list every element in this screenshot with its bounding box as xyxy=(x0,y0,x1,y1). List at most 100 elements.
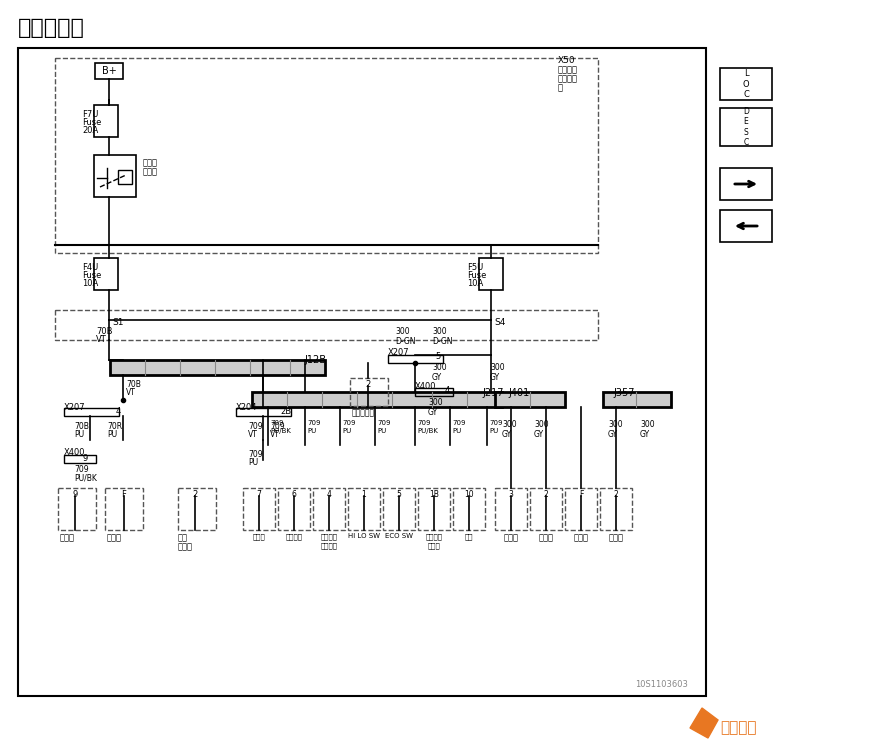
Text: 右尾灯: 右尾灯 xyxy=(503,533,518,542)
Text: 继电器: 继电器 xyxy=(143,167,158,176)
Text: 7: 7 xyxy=(256,490,261,499)
Text: 709: 709 xyxy=(342,420,355,426)
Bar xyxy=(118,170,132,184)
Bar xyxy=(235,408,291,416)
Text: 10A: 10A xyxy=(466,279,483,288)
Text: 300
D-GN: 300 D-GN xyxy=(431,327,452,347)
Text: 709: 709 xyxy=(270,422,284,431)
Text: 70B: 70B xyxy=(96,327,112,336)
Bar xyxy=(94,258,118,290)
Text: 300
D-GN: 300 D-GN xyxy=(394,327,415,347)
Text: PU: PU xyxy=(248,458,258,467)
Bar xyxy=(418,488,450,530)
Bar xyxy=(494,392,565,407)
Text: 标号灯: 标号灯 xyxy=(143,158,158,167)
Text: J12B: J12B xyxy=(304,355,326,365)
Text: 709: 709 xyxy=(306,420,320,426)
Text: 中央门锁: 中央门锁 xyxy=(320,533,337,539)
Bar xyxy=(277,488,310,530)
Text: 1: 1 xyxy=(361,490,366,499)
Text: PU: PU xyxy=(306,428,316,434)
Text: 709: 709 xyxy=(488,420,502,426)
Text: 300
GY: 300 GY xyxy=(431,363,446,382)
Text: S1: S1 xyxy=(112,318,124,327)
Text: 300
GY: 300 GY xyxy=(534,420,548,440)
Text: 2B: 2B xyxy=(280,407,291,416)
Text: PU/BK: PU/BK xyxy=(270,428,291,434)
Bar xyxy=(104,488,143,530)
Text: 危险信号: 危险信号 xyxy=(425,533,442,539)
Text: 1B: 1B xyxy=(428,490,438,499)
Bar xyxy=(600,488,631,530)
Bar xyxy=(18,48,705,696)
Text: VT: VT xyxy=(270,430,279,439)
Bar xyxy=(719,108,771,146)
Text: F: F xyxy=(578,490,582,499)
Bar xyxy=(387,355,443,363)
Bar xyxy=(55,58,597,253)
Text: 20A: 20A xyxy=(82,126,98,135)
Text: VT: VT xyxy=(96,335,106,344)
Text: 仪表: 仪表 xyxy=(464,533,472,539)
Text: X204: X204 xyxy=(235,403,257,412)
Text: X50: X50 xyxy=(558,56,575,65)
Text: 4: 4 xyxy=(116,407,121,416)
Text: X207: X207 xyxy=(64,403,85,412)
Bar xyxy=(110,360,325,375)
Text: 停厢灯: 停厢灯 xyxy=(538,533,553,542)
Text: 制动灯: 制动灯 xyxy=(608,533,623,542)
Text: 左雾灯: 左雾灯 xyxy=(60,533,75,542)
Text: L
O
C: L O C xyxy=(742,69,748,99)
Text: J357: J357 xyxy=(613,388,634,398)
Text: VT: VT xyxy=(248,430,257,439)
Bar xyxy=(58,488,96,530)
Text: 300
GY: 300 GY xyxy=(608,420,622,440)
Text: 左前: 左前 xyxy=(178,533,188,542)
Bar xyxy=(64,408,119,416)
Text: 300
GY: 300 GY xyxy=(428,398,443,418)
Text: 5: 5 xyxy=(396,490,401,499)
Text: 5: 5 xyxy=(435,352,440,361)
Text: J217: J217 xyxy=(482,388,503,398)
Text: 10: 10 xyxy=(464,490,473,499)
Text: 709: 709 xyxy=(270,420,284,426)
Bar xyxy=(602,392,670,407)
Text: 空调开关: 空调开关 xyxy=(285,533,302,539)
Text: 70B: 70B xyxy=(126,380,140,389)
Bar xyxy=(414,388,452,396)
Text: 下保险丝: 下保险丝 xyxy=(558,74,578,83)
Text: 9: 9 xyxy=(72,490,77,499)
Text: PU: PU xyxy=(451,428,461,434)
Text: 2: 2 xyxy=(613,490,617,499)
Text: PU/BK: PU/BK xyxy=(416,428,437,434)
Text: 信号灯: 信号灯 xyxy=(178,542,193,551)
Text: 9: 9 xyxy=(83,454,88,463)
Bar xyxy=(348,488,379,530)
Bar xyxy=(383,488,414,530)
Text: PU/BK: PU/BK xyxy=(74,473,97,482)
Bar xyxy=(479,258,502,290)
Text: 6: 6 xyxy=(291,490,296,499)
Bar xyxy=(94,155,136,197)
Text: 配电示意图: 配电示意图 xyxy=(18,18,85,38)
Text: 709: 709 xyxy=(451,420,465,426)
Text: 汽修帮手: 汽修帮手 xyxy=(719,721,756,735)
Bar xyxy=(55,310,597,340)
Text: 300
GY: 300 GY xyxy=(501,420,516,440)
Text: 灯开关: 灯开关 xyxy=(427,542,440,548)
Text: 300
GY: 300 GY xyxy=(639,420,654,440)
Text: VT: VT xyxy=(126,388,136,397)
Text: 2: 2 xyxy=(365,380,371,389)
Text: 4: 4 xyxy=(444,386,450,395)
Text: 709: 709 xyxy=(74,465,89,474)
Text: 收音机: 收音机 xyxy=(252,533,265,539)
Text: 70B: 70B xyxy=(74,422,89,431)
Text: 右雾灯: 右雾灯 xyxy=(572,533,588,542)
Text: 10S1103603: 10S1103603 xyxy=(635,680,687,689)
Bar xyxy=(252,392,501,407)
Bar xyxy=(242,488,275,530)
Bar xyxy=(94,105,118,137)
Text: S4: S4 xyxy=(493,318,505,327)
Polygon shape xyxy=(689,708,717,738)
Text: B+: B+ xyxy=(102,66,116,76)
